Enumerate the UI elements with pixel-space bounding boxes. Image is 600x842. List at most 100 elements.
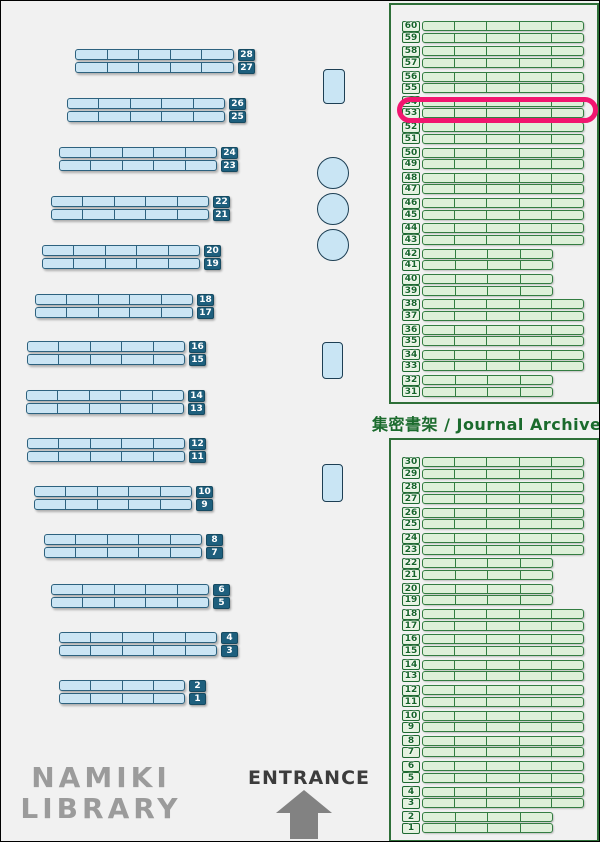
shelf-segment bbox=[184, 633, 216, 642]
archive-shelf-row-57 bbox=[422, 57, 584, 68]
shelf-segment bbox=[518, 799, 551, 808]
archive-shelf-row-12 bbox=[422, 685, 584, 696]
archive-shelf-number-badge: 29 bbox=[402, 468, 420, 479]
shelf-segment bbox=[161, 99, 192, 108]
shelf-segment bbox=[106, 548, 138, 557]
archive-shelf-row-19 bbox=[422, 595, 553, 606]
shelf-segment bbox=[423, 596, 455, 604]
shelf-segment bbox=[35, 487, 65, 496]
shelf-segment bbox=[57, 391, 88, 400]
archive-shelf-row-59 bbox=[422, 32, 584, 43]
shelf-segment bbox=[145, 210, 176, 219]
shelf-segment bbox=[486, 635, 518, 644]
archive-shelf-number-badge: 40 bbox=[402, 273, 420, 285]
shelf-segment bbox=[518, 33, 551, 42]
shelf-segment bbox=[518, 736, 551, 745]
shelf-segment bbox=[423, 160, 454, 168]
shelf-segment bbox=[550, 534, 583, 543]
shelf-segment bbox=[550, 337, 583, 346]
shelf-segment bbox=[75, 535, 106, 544]
shelf-segment bbox=[518, 311, 551, 320]
shelf-segment bbox=[121, 439, 152, 448]
pillar bbox=[322, 342, 343, 379]
shelf-segment bbox=[486, 224, 518, 233]
archive-shelf-number-badge: 56 bbox=[402, 71, 420, 83]
shelf-segment bbox=[423, 661, 454, 669]
archive-shelf-row-18 bbox=[422, 609, 584, 620]
archive-shelf-number-badge: 7 bbox=[402, 746, 420, 758]
archive-shelf-row-37 bbox=[422, 310, 584, 321]
archive-shelf-number-badge: 51 bbox=[402, 133, 420, 145]
shelf-segment bbox=[486, 160, 518, 168]
archive-shelf-row-22 bbox=[422, 558, 553, 569]
shelf-segment bbox=[176, 585, 208, 594]
shelf-segment bbox=[121, 161, 153, 170]
shelf-segment bbox=[550, 58, 583, 67]
shelf-segment bbox=[550, 22, 583, 30]
shelf-segment bbox=[518, 235, 551, 244]
shelf-segment bbox=[152, 452, 184, 461]
shelf-segment bbox=[454, 773, 486, 782]
archive-shelf-number-badge: 52 bbox=[402, 121, 420, 133]
shelf-segment bbox=[518, 47, 551, 56]
shelf-segment bbox=[550, 762, 583, 771]
shelf-segment bbox=[153, 161, 184, 170]
shelf-segment bbox=[27, 391, 57, 400]
shelf-segment bbox=[454, 185, 486, 194]
shelf-segment bbox=[82, 210, 113, 219]
shelf-segment bbox=[145, 585, 176, 594]
archive-shelf-row-45 bbox=[422, 209, 584, 220]
bookshelf-number-badge: 21 bbox=[213, 209, 230, 221]
bookshelf-number-badge: 24 bbox=[221, 147, 238, 159]
bookshelf-row-15 bbox=[27, 354, 185, 365]
shelf-segment bbox=[550, 686, 583, 695]
shelf-segment bbox=[98, 112, 129, 121]
shelf-segment bbox=[152, 342, 184, 351]
shelf-segment bbox=[486, 508, 518, 517]
shelf-segment bbox=[129, 295, 160, 304]
bookshelf-row-12 bbox=[27, 438, 185, 449]
archive-shelf-row-31 bbox=[422, 386, 553, 397]
shelf-segment bbox=[486, 173, 518, 182]
shelf-segment bbox=[454, 235, 486, 244]
bookshelf-number-badge: 1 bbox=[189, 693, 206, 705]
shelf-segment bbox=[96, 487, 128, 496]
bookshelf-number-badge: 10 bbox=[196, 486, 213, 498]
shelf-segment bbox=[58, 439, 89, 448]
shelf-segment bbox=[423, 686, 454, 694]
shelf-segment bbox=[43, 246, 73, 255]
shelf-segment bbox=[423, 622, 454, 630]
bookshelf-row-27 bbox=[75, 62, 234, 73]
shelf-segment bbox=[486, 210, 518, 219]
archive-shelf-number-badge: 16 bbox=[402, 633, 420, 645]
archive-shelf-row-47 bbox=[422, 184, 584, 195]
shelf-segment bbox=[60, 633, 90, 642]
shelf-segment bbox=[28, 439, 58, 448]
shelf-segment bbox=[486, 545, 518, 554]
shelf-segment bbox=[518, 22, 551, 30]
bookshelf-row-22 bbox=[51, 196, 209, 207]
shelf-segment bbox=[550, 199, 583, 208]
shelf-segment bbox=[121, 694, 153, 703]
shelf-segment bbox=[454, 84, 486, 93]
shelf-segment bbox=[454, 672, 486, 681]
archive-shelf-number-badge: 35 bbox=[402, 335, 420, 347]
shelf-segment bbox=[550, 235, 583, 244]
shelf-segment bbox=[487, 275, 520, 283]
shelf-segment bbox=[60, 694, 90, 703]
shelf-segment bbox=[518, 199, 551, 208]
shelf-segment bbox=[454, 762, 486, 771]
bookshelf-number-badge: 15 bbox=[189, 354, 206, 366]
shelf-segment bbox=[68, 112, 98, 121]
library-name-line2: LIBRARY bbox=[20, 792, 182, 825]
shelf-segment bbox=[151, 391, 183, 400]
shelf-segment bbox=[120, 404, 151, 413]
shelf-segment bbox=[518, 621, 551, 630]
archive-shelf-row-26 bbox=[422, 507, 584, 518]
shelf-segment bbox=[423, 149, 454, 157]
archive-shelf-number-badge: 49 bbox=[402, 158, 420, 170]
shelf-segment bbox=[486, 494, 518, 503]
shelf-segment bbox=[519, 249, 553, 258]
shelf-segment bbox=[201, 50, 233, 59]
shelf-segment bbox=[98, 99, 129, 108]
